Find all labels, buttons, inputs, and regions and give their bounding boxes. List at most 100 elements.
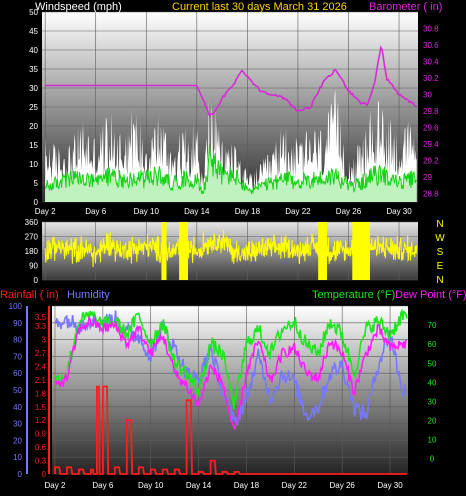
humidity-tick-label: 20 [13, 436, 22, 445]
barometer-tick-label: 30.2 [423, 74, 439, 83]
wind-direction-block [161, 222, 167, 280]
rainfall-tick-label: 2.4 [35, 362, 47, 371]
windspeed-tick-label: 50 [29, 8, 38, 17]
windspeed-axis-title: Windspeed (mph) [35, 1, 122, 13]
direction-tick-label: 180 [25, 247, 39, 256]
rainfall-tick-label: 1.8 [35, 389, 47, 398]
barometer-tick-label: 30.8 [423, 25, 439, 34]
wind-direction-block [318, 222, 328, 280]
axis-ticks: 0510152025303540455028.82929.229.429.629… [9, 8, 446, 490]
temperature-tick-label: 0 [430, 455, 435, 464]
rainfall-tick-label: 3.5 [35, 313, 47, 322]
humidity-tick-label: 30 [13, 420, 22, 429]
barometer-tick-label: 30.4 [423, 58, 439, 67]
top-x-tick-label: Day 6 [85, 207, 106, 216]
temperature-tick-label: 70 [428, 321, 437, 330]
windspeed-tick-label: 0 [34, 198, 39, 207]
bottom-x-tick-label: Day 26 [330, 481, 356, 490]
top-x-tick-label: Day 14 [184, 207, 210, 216]
humidity-tick-label: 0 [18, 470, 23, 479]
gust-area [45, 144, 417, 202]
barometer-tick-label: 29.4 [423, 140, 439, 149]
rainfall-tick-label: 0 [42, 470, 47, 479]
rainfall-tick-label: 1.5 [35, 403, 47, 412]
windspeed-tick-label: 40 [29, 46, 38, 55]
temperature-tick-label: 50 [428, 359, 437, 368]
wind-direction-block [179, 222, 188, 280]
top-x-tick-label: Day 26 [336, 207, 362, 216]
temperature-axis-title: Temperature (°F) [312, 289, 395, 301]
compass-label: E [437, 261, 444, 272]
barometer-tick-label: 29.2 [423, 157, 439, 166]
temperature-tick-label: 10 [428, 436, 437, 445]
wind-direction-block [352, 222, 370, 280]
direction-tick-label: 270 [25, 233, 39, 242]
humidity-axis-title: Humidity [67, 289, 110, 301]
direction-tick-label: 0 [34, 276, 39, 285]
barometer-axis-title: Barometer ( in) [369, 1, 442, 13]
bottom-x-tick-label: Day 22 [282, 481, 308, 490]
barometer-tick-label: 29.6 [423, 124, 439, 133]
windspeed-tick-label: 45 [29, 27, 38, 36]
temperature-tick-label: 20 [428, 417, 437, 426]
windspeed-tick-label: 30 [29, 84, 38, 93]
rainfall-tick-label: 3 [42, 336, 47, 345]
top-x-tick-label: Day 30 [386, 207, 412, 216]
dewpoint-line [54, 315, 407, 431]
humidity-tick-label: 40 [13, 403, 22, 412]
top-x-tick-label: Day 2 [35, 207, 56, 216]
rainfall-line [54, 385, 407, 475]
humidity-tick-label: 90 [13, 319, 22, 328]
windspeed-tick-label: 5 [34, 179, 39, 188]
barometer-tick-label: 28.8 [423, 190, 439, 199]
temperature-tick-label: 30 [428, 397, 437, 406]
humidity-tick-label: 100 [9, 302, 23, 311]
windspeed-area [45, 89, 417, 202]
windspeed-tick-label: 35 [29, 65, 38, 74]
bottom-x-tick-label: Day 14 [186, 481, 212, 490]
compass-label: N [436, 219, 443, 230]
windspeed-tick-label: 15 [29, 141, 38, 150]
barometer-tick-label: 30 [423, 91, 432, 100]
temperature-tick-label: 60 [428, 340, 437, 349]
compass-label: W [435, 233, 445, 244]
bottom-x-tick-label: Day 6 [92, 481, 113, 490]
bottom-x-tick-label: Day 2 [45, 481, 66, 490]
rainfall-tick-label: 0.3 [35, 457, 47, 466]
humidity-tick-label: 60 [13, 369, 22, 378]
chart-marks [44, 45, 418, 475]
gust-line [44, 143, 417, 195]
top-x-tick-label: Day 18 [235, 207, 261, 216]
rainfall-tick-label: 0.6 [35, 443, 47, 452]
windspeed-tick-label: 20 [29, 122, 38, 131]
rainfall-tick-label: 2.7 [35, 349, 47, 358]
rainfall-tick-label: 1.2 [35, 416, 47, 425]
top-x-tick-label: Day 22 [285, 207, 311, 216]
humidity-tick-label: 80 [13, 336, 22, 345]
humidity-tick-label: 50 [13, 386, 22, 395]
bottom-x-tick-label: Day 18 [234, 481, 260, 490]
barometer-line [45, 45, 417, 118]
rainfall-tick-label: 3.3 [35, 322, 47, 331]
dewpoint-axis-title: Dew Point (°F) [395, 289, 466, 301]
humidity-tick-label: 10 [13, 453, 22, 462]
barometer-tick-label: 29 [423, 173, 432, 182]
rainfall-axis-title: Rainfall ( in) [0, 289, 59, 301]
windspeed-tick-label: 25 [29, 103, 38, 112]
bottom-x-tick-label: Day 10 [138, 481, 164, 490]
compass-label: S [437, 247, 444, 258]
direction-tick-label: 90 [29, 262, 38, 271]
barometer-tick-label: 30.6 [423, 41, 439, 50]
top-x-tick-label: Day 10 [134, 207, 160, 216]
bottom-x-tick-label: Day 30 [377, 481, 403, 490]
barometer-tick-label: 29.8 [423, 107, 439, 116]
rainfall-tick-label: 0.9 [35, 430, 47, 439]
direction-tick-label: 360 [25, 218, 39, 227]
humidity-tick-label: 70 [13, 352, 22, 361]
chart-title: Current last 30 days March 31 2026 [172, 1, 347, 13]
rainfall-tick-label: 2.1 [35, 376, 47, 385]
temperature-tick-label: 40 [428, 378, 437, 387]
windspeed-tick-label: 10 [29, 160, 38, 169]
